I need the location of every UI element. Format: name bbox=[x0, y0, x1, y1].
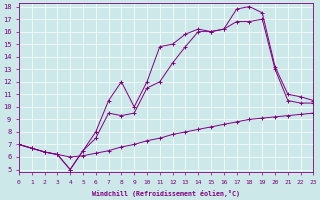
X-axis label: Windchill (Refroidissement éolien,°C): Windchill (Refroidissement éolien,°C) bbox=[92, 190, 240, 197]
